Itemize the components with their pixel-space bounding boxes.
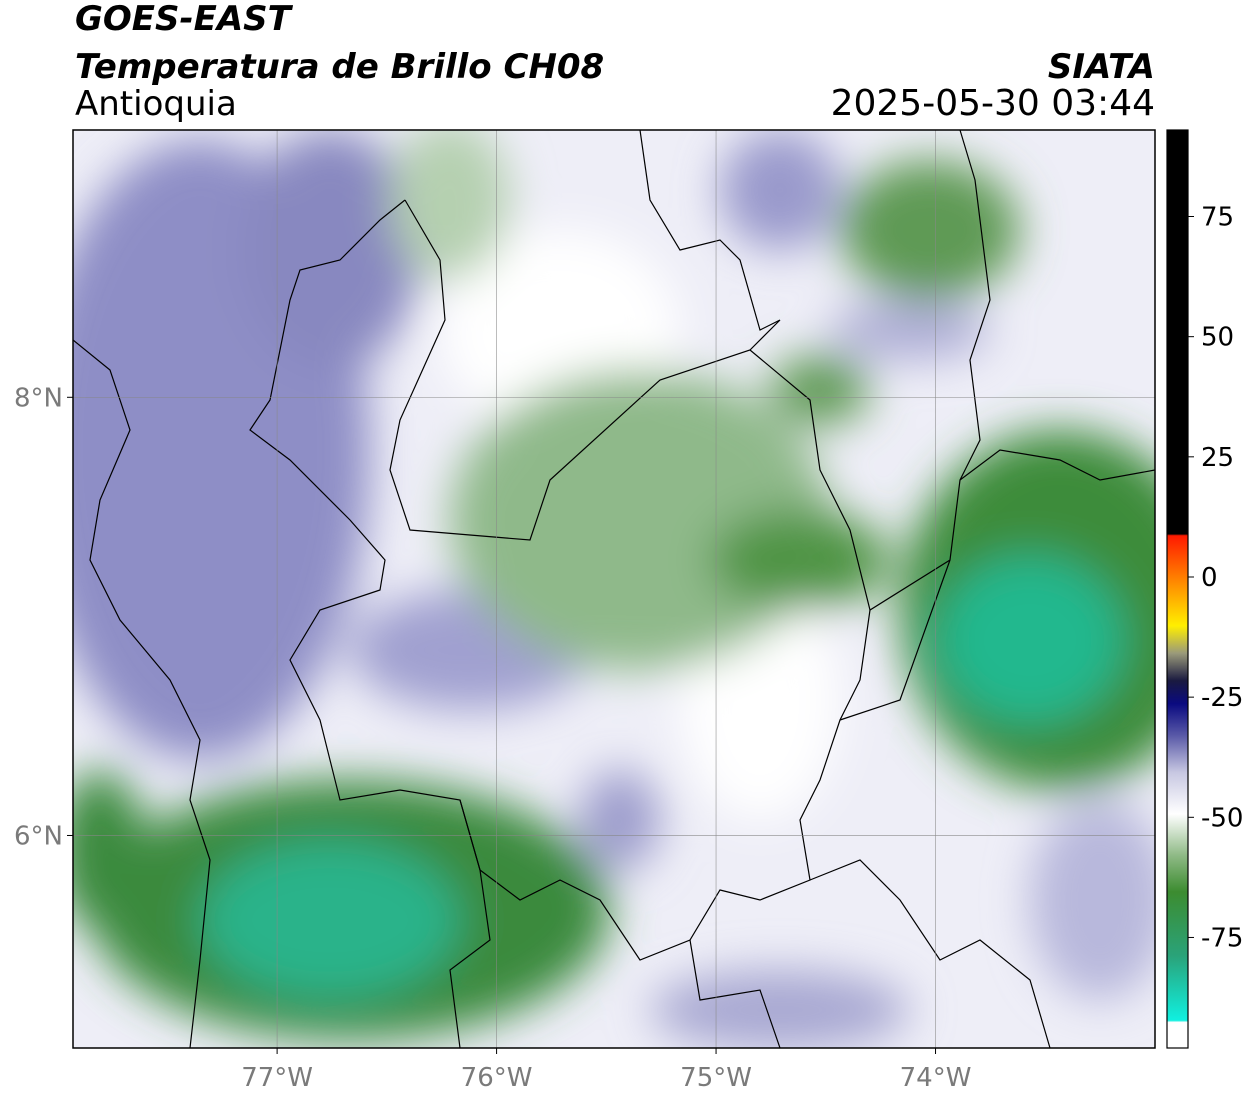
map-frame [72, 129, 1156, 1049]
colorbar-ticks: 75 50 25 0 -25 -50 -75 [1188, 203, 1243, 953]
y-tick-label: 6°N [14, 821, 63, 851]
x-tick-label: 76°W [461, 1063, 533, 1093]
graticule: 77°W 76°W 75°W 74°W 8°N 6°N [14, 130, 1155, 1093]
x-tick-label: 77°W [241, 1063, 313, 1093]
map-image [73, 130, 1155, 1048]
subtitle: Temperatura de Brillo CH08 [75, 47, 604, 87]
source: SIATA [1048, 47, 1155, 87]
x-tick-label: 74°W [900, 1063, 972, 1093]
colorbar-tick-label: -25 [1201, 683, 1243, 713]
colorbar-tick-label: 75 [1201, 203, 1234, 233]
colorbar-tick-label: 0 [1201, 563, 1218, 593]
colorbar-tick-label: -50 [1201, 803, 1243, 833]
colorbar [1166, 129, 1189, 1049]
region: Antioquia [75, 84, 237, 124]
colorbar-tick-label: 25 [1201, 443, 1234, 473]
colorbar-tick-label: 50 [1201, 323, 1234, 353]
title: GOES-EAST [75, 0, 294, 39]
colorbar-tick-label: -75 [1201, 923, 1243, 953]
timestamp: 2025-05-30 03:44 [831, 83, 1155, 124]
x-tick-label: 75°W [680, 1063, 752, 1093]
y-tick-label: 8°N [14, 383, 63, 413]
